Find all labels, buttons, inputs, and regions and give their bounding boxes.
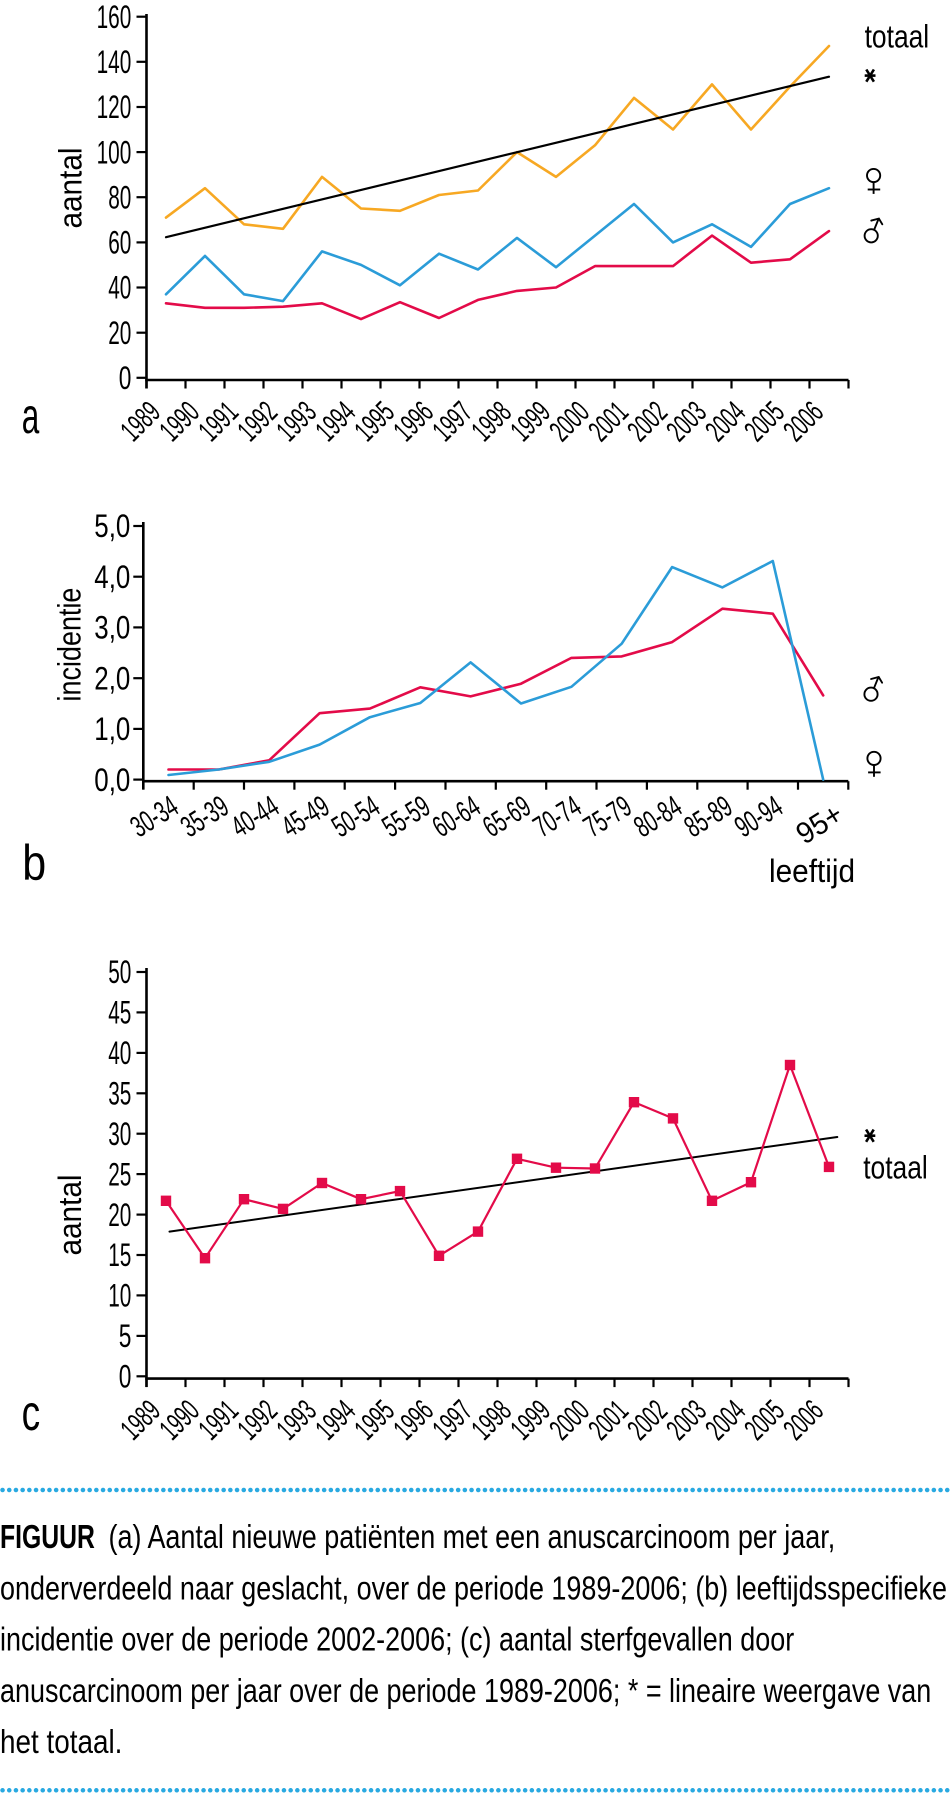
svg-text:30: 30 (108, 1116, 131, 1152)
svg-text:15: 15 (108, 1238, 131, 1274)
svg-text:onderverdeeld naar geslacht, o: onderverdeeld naar geslacht, over de per… (0, 1571, 947, 1607)
svg-text:incidentie over de periode 200: incidentie over de periode 2002-2006; (c… (0, 1622, 794, 1658)
svg-text:20: 20 (108, 315, 131, 351)
svg-text:120: 120 (97, 90, 132, 126)
svg-text:0: 0 (119, 360, 132, 396)
svg-text:FIGUUR: FIGUUR (0, 1520, 95, 1556)
svg-text:5,0: 5,0 (94, 510, 130, 545)
svg-text:3,0: 3,0 (94, 611, 130, 646)
svg-text:aantal: aantal (52, 1174, 88, 1255)
svg-text:het totaal.: het totaal. (0, 1724, 122, 1761)
svg-text:incidentie: incidentie (52, 588, 88, 702)
svg-text:0,0: 0,0 (94, 763, 130, 798)
svg-text:anuscarcinoom per jaar over de: anuscarcinoom per jaar over de periode 1… (0, 1673, 931, 1709)
svg-text:160: 160 (97, 0, 132, 35)
svg-text:1,0: 1,0 (94, 713, 130, 748)
svg-text:40: 40 (108, 270, 131, 306)
svg-text:60: 60 (108, 225, 131, 261)
svg-text:80: 80 (108, 180, 131, 216)
svg-text:20: 20 (108, 1197, 131, 1233)
svg-text:40: 40 (108, 1036, 131, 1072)
svg-text:aantal: aantal (53, 147, 89, 228)
svg-text:100: 100 (97, 135, 132, 171)
svg-text:leeftijd: leeftijd (769, 853, 855, 889)
svg-text:a: a (22, 388, 40, 444)
svg-text:2,0: 2,0 (94, 662, 130, 697)
svg-text:4,0: 4,0 (94, 560, 130, 595)
svg-text:25: 25 (108, 1157, 131, 1193)
svg-text:140: 140 (97, 45, 132, 81)
svg-text:totaal: totaal (865, 19, 930, 55)
svg-text:totaal: totaal (863, 1150, 928, 1186)
svg-text:35: 35 (108, 1076, 131, 1112)
svg-text:0: 0 (119, 1359, 132, 1395)
svg-text:5: 5 (119, 1318, 132, 1354)
svg-text:50: 50 (108, 955, 131, 991)
svg-text:10: 10 (108, 1278, 131, 1314)
svg-text:45: 45 (108, 995, 131, 1031)
svg-text:(a) Aantal nieuwe patiënten me: (a) Aantal nieuwe patiënten met een anus… (109, 1520, 836, 1556)
svg-text:b: b (22, 835, 46, 891)
svg-text:c: c (22, 1386, 40, 1442)
